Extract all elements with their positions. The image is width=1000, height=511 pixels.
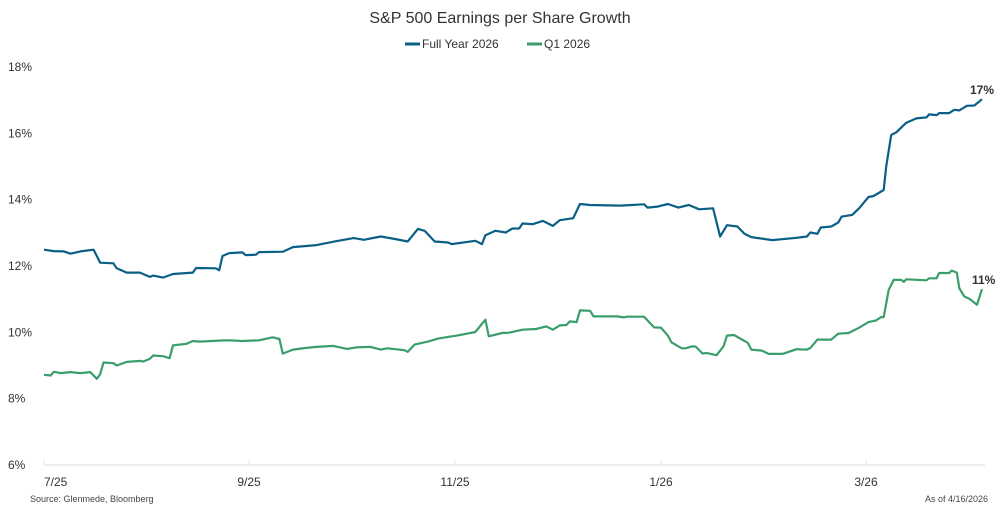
end-label-full-year: 17% xyxy=(970,83,994,97)
series-lines xyxy=(43,98,984,380)
as-of-note: As of 4/16/2026 xyxy=(925,494,988,504)
x-tick-label: 11/25 xyxy=(440,475,469,489)
y-tick-label: 16% xyxy=(8,126,32,140)
chart-title: S&P 500 Earnings per Share Growth xyxy=(369,10,630,27)
y-tick-label: 6% xyxy=(8,458,26,472)
y-tick-label: 18% xyxy=(8,60,32,74)
x-tick-label: 3/26 xyxy=(854,475,878,489)
y-axis: 6% 8% 10% 12% 14% 16% 18% xyxy=(8,60,32,472)
x-tick-label: 7/25 xyxy=(44,475,68,489)
y-tick-label: 10% xyxy=(8,325,32,339)
y-tick-label: 14% xyxy=(8,193,32,207)
end-label-q1: 11% xyxy=(972,273,996,287)
x-axis: 7/25 9/25 11/25 1/26 3/26 xyxy=(43,460,878,489)
series-line-full-year xyxy=(43,98,983,279)
series-line-q1 xyxy=(43,269,984,380)
source-note: Source: Glenmede, Bloomberg xyxy=(30,494,154,504)
legend: Full Year 2026 Q1 2026 xyxy=(405,37,590,51)
y-tick-label: 12% xyxy=(8,259,32,273)
legend-label-full-year: Full Year 2026 xyxy=(422,37,499,51)
y-tick-label: 8% xyxy=(8,392,26,406)
x-tick-label: 9/25 xyxy=(237,475,261,489)
x-tick-label: 1/26 xyxy=(649,475,673,489)
legend-label-q1: Q1 2026 xyxy=(544,37,590,51)
